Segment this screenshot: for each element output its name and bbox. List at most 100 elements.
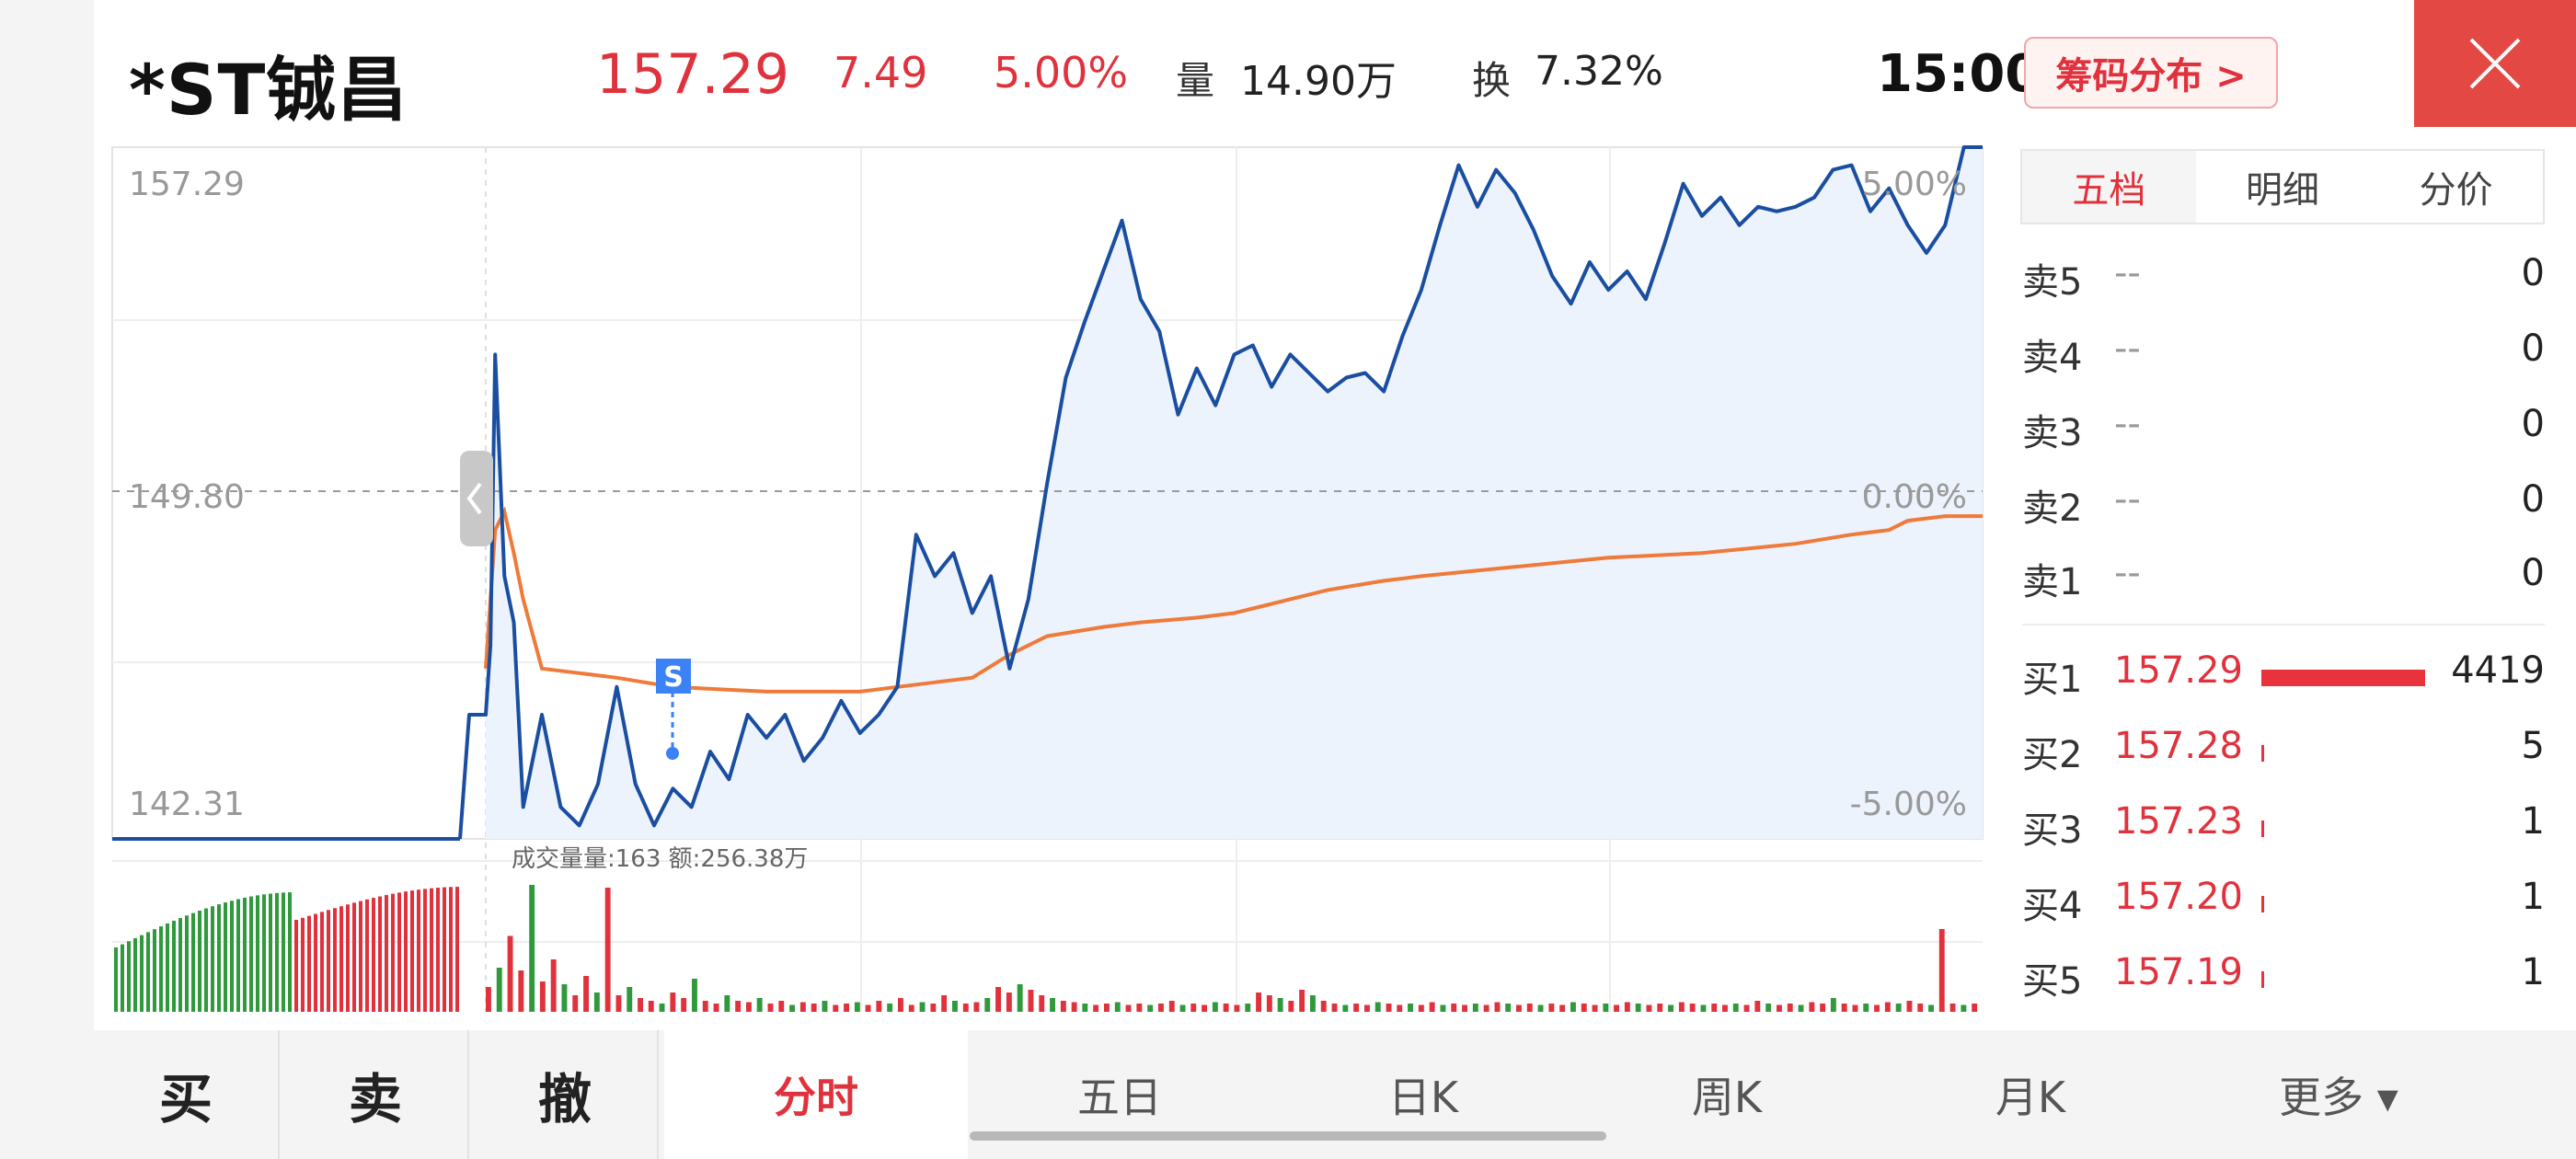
auction-bar (146, 932, 150, 1012)
volume-bar (507, 935, 513, 1012)
volume-bar (1104, 1004, 1110, 1012)
ask-row-5: 卖5 -- 0 (2022, 252, 2545, 307)
auction-bar (430, 888, 433, 1012)
volume-bar (1266, 995, 1272, 1012)
volume-bar (496, 968, 502, 1012)
bid-label: 买3 (2022, 809, 2083, 852)
volume-bar (1657, 1004, 1663, 1012)
volume-bar (1462, 1004, 1467, 1012)
order-book-tabs: 五档 明细 分价 (2020, 149, 2545, 224)
turnover-label: 换 (1472, 58, 1512, 103)
bid-price: 157.19 (2114, 951, 2243, 993)
volume-bar (1743, 1004, 1750, 1012)
tab-daily-k[interactable]: 日K (1387, 1073, 1459, 1122)
volume-bar (1168, 1001, 1175, 1012)
close-button[interactable] (2414, 0, 2576, 127)
tab-five-day[interactable]: 五日 (1077, 1073, 1162, 1122)
sell-marker[interactable]: S (656, 659, 691, 760)
volume-bar (1972, 1004, 1978, 1012)
bid-count: 4419 (2451, 649, 2545, 692)
volume-bar (1386, 1004, 1392, 1012)
sell-button[interactable]: 卖 (283, 1030, 469, 1159)
volume-bar (1050, 998, 1055, 1012)
volume-bar (604, 888, 611, 1012)
price-line (458, 145, 1983, 840)
tab-details[interactable]: 明细 (2246, 169, 2319, 212)
volume-bar (1624, 1002, 1630, 1012)
volume-bar (1364, 1004, 1370, 1012)
chip-distribution-button[interactable]: 筹码分布 > (2024, 37, 2278, 109)
volume-bar (724, 995, 730, 1012)
buy-button[interactable]: 买 (94, 1030, 280, 1159)
tab-intraday[interactable]: 分时 (664, 1030, 968, 1159)
volume-bar (919, 1002, 926, 1012)
volume-bar (746, 1002, 752, 1012)
volume-bar (865, 1004, 871, 1012)
auction-bar (236, 899, 240, 1012)
volume-bar (735, 1001, 742, 1012)
auction-bar (166, 923, 169, 1012)
volume-bar (1635, 1004, 1641, 1012)
volume-bar (833, 1004, 839, 1012)
volume-bar (1472, 1004, 1478, 1012)
tab-weekly-k[interactable]: 周K (1691, 1073, 1763, 1122)
volume-bar (962, 1004, 969, 1012)
volume-bar (1483, 1004, 1489, 1012)
auction-bar (333, 908, 337, 1012)
bid-label: 买1 (2022, 659, 2083, 701)
volume-bar (1809, 1002, 1815, 1012)
tab-monthly-k[interactable]: 月K (1995, 1073, 2066, 1122)
volume-value: 14.90万 (1240, 58, 1397, 105)
left-margin (0, 0, 94, 1159)
auction-bar (282, 892, 285, 1012)
volume-bar (1006, 993, 1012, 1012)
volume-bar (1700, 1004, 1707, 1012)
volume-bar (1256, 993, 1261, 1012)
bid-volume-bar (2261, 745, 2264, 762)
tab-more[interactable]: 更多 ▾ (2279, 1073, 2398, 1122)
volume-bar (615, 995, 622, 1012)
volume-bar (1505, 1004, 1512, 1012)
volume-bar (1646, 1004, 1652, 1012)
auction-bar (365, 899, 369, 1012)
volume-bar (1516, 1004, 1522, 1012)
volume-bar (844, 1004, 849, 1012)
volume-bar (638, 998, 643, 1012)
volume-bar (1158, 1004, 1164, 1012)
volume-bar (876, 1001, 882, 1012)
volume-bar (1787, 1004, 1793, 1012)
volume-bar (539, 981, 546, 1012)
auction-bar (159, 926, 163, 1012)
auction-bar (346, 904, 350, 1012)
auction-bar (211, 906, 214, 1012)
close-icon (2469, 38, 2521, 89)
volume-bar (1884, 1002, 1891, 1012)
tab-price-split[interactable]: 分价 (2419, 169, 2493, 212)
volume-bar (1114, 1002, 1121, 1012)
auction-bar (172, 920, 176, 1012)
auction-bar (204, 908, 208, 1012)
intraday-chart[interactable]: 157.29 149.80 142.31 5.00% 0.00% -5.00% … (0, 0, 1987, 1021)
auction-bar (249, 896, 253, 1012)
bid-row-5: 买5 157.19 1 (2022, 951, 2545, 1006)
bid-row-1: 买1 157.29 4419 (2022, 649, 2545, 705)
pct-label-mid: 0.00% (1862, 478, 1967, 516)
volume-bar (1299, 990, 1305, 1012)
bid-volume-bar (2261, 670, 2425, 686)
volume-bar (550, 959, 557, 1012)
auction-bar (191, 912, 195, 1012)
auction-bar (417, 889, 420, 1012)
order-book-divider (2022, 624, 2545, 625)
tab-scrollbar[interactable] (970, 1131, 1606, 1141)
bid-count: 1 (2521, 876, 2545, 918)
volume-bar (1906, 1001, 1913, 1012)
cancel-order-button[interactable]: 撤 (473, 1030, 659, 1159)
tab-five-levels[interactable]: 五档 (2022, 151, 2196, 223)
volume-bar (1874, 1004, 1880, 1012)
bid-row-2: 买2 157.28 5 (2022, 725, 2545, 780)
price-change-pct: 5.00% (994, 48, 1129, 98)
ask-count: 0 (2521, 252, 2545, 294)
volume-bar (1060, 1001, 1066, 1012)
collapse-handle[interactable] (460, 451, 493, 546)
ask-label: 卖5 (2022, 261, 2083, 304)
